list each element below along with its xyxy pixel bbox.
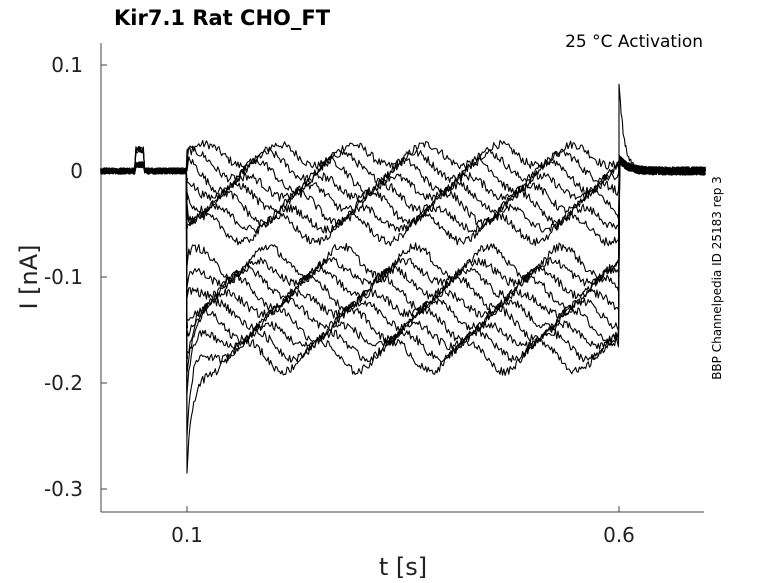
y-tick-label: 0 <box>70 159 83 183</box>
current-trace <box>100 157 706 360</box>
current-trace <box>100 158 706 300</box>
current-trace <box>100 159 706 228</box>
current-traces <box>100 83 706 474</box>
temperature-annotation: 25 °C Activation <box>565 32 703 52</box>
y-tick-label: 0.1 <box>51 53 83 77</box>
current-trace <box>100 155 706 196</box>
current-trace <box>100 158 706 234</box>
current-trace <box>100 155 706 202</box>
current-trace <box>100 157 706 373</box>
chart-title: Kir7.1 Rat CHO_FT <box>114 6 331 30</box>
x-ticks: 0.1 0.6 <box>171 506 635 547</box>
channelpedia-id-label: BBP Channelpedia ID 25183 rep 3 <box>710 176 724 380</box>
y-ticks: 0.1 0 -0.1 -0.2 -0.3 <box>44 53 107 501</box>
current-trace <box>100 146 706 337</box>
y-axis-label: I [nA] <box>15 244 43 309</box>
current-trace <box>100 155 706 329</box>
current-trace <box>100 146 706 437</box>
x-axis-label: t [s] <box>379 553 427 581</box>
current-trace <box>100 157 706 247</box>
y-tick-label: -0.3 <box>44 477 83 501</box>
current-trace <box>100 159 706 474</box>
tail-current-spike <box>618 83 648 277</box>
x-tick-label: 0.6 <box>603 523 635 547</box>
y-tick-label: -0.1 <box>44 265 83 289</box>
current-trace <box>100 146 706 215</box>
current-trace <box>100 139 706 176</box>
y-tick-label: -0.2 <box>44 371 83 395</box>
x-tick-label: 0.1 <box>171 523 203 547</box>
